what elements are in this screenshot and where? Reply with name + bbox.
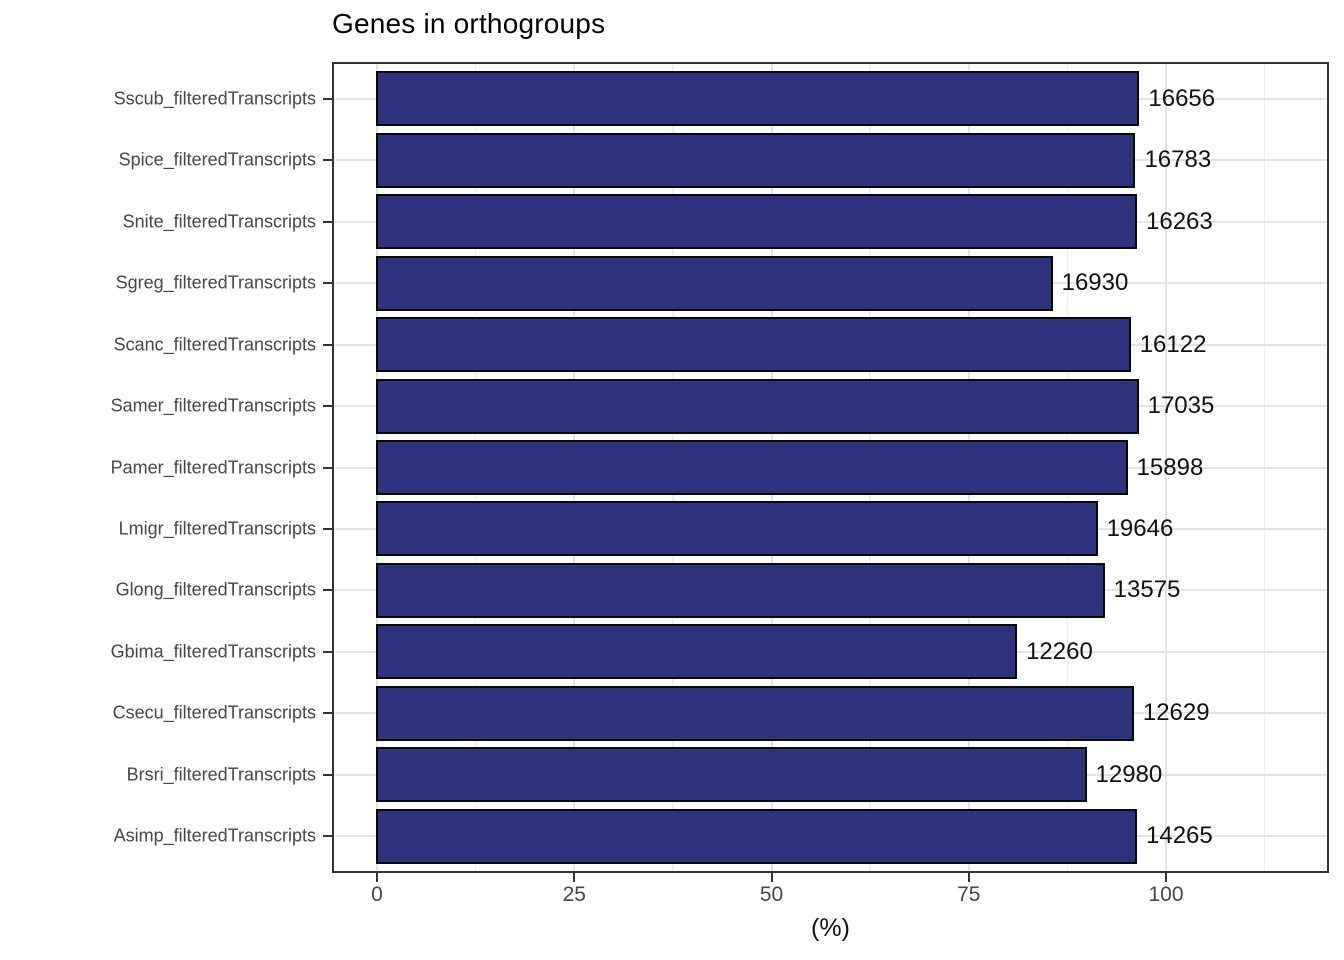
- y-axis-tick: [323, 466, 332, 469]
- bar: [376, 685, 1134, 741]
- y-axis-label: Samer_filteredTranscripts: [110, 395, 316, 416]
- y-axis-label: Snite_filteredTranscripts: [122, 211, 316, 232]
- x-axis-tick: [573, 873, 576, 882]
- y-axis-tick: [323, 159, 332, 162]
- y-axis-label: Csecu_filteredTranscripts: [112, 702, 316, 723]
- bar: [376, 501, 1098, 557]
- y-axis-label: Scanc_filteredTranscripts: [113, 334, 316, 355]
- y-axis-label: Spice_filteredTranscripts: [118, 149, 316, 170]
- bar: [376, 562, 1105, 618]
- y-axis-tick: [323, 835, 332, 838]
- x-axis-tick: [376, 873, 378, 882]
- y-axis-label: Sgreg_filteredTranscripts: [115, 272, 316, 293]
- bar: [376, 317, 1131, 373]
- bar: [376, 71, 1140, 127]
- y-axis-label: Sscub_filteredTranscripts: [113, 88, 316, 109]
- y-axis-label: Pamer_filteredTranscripts: [110, 457, 316, 477]
- y-axis-tick: [323, 97, 332, 100]
- x-tick-label: 75: [957, 883, 981, 906]
- bar: [376, 747, 1087, 803]
- bar: [376, 255, 1053, 311]
- y-axis-tick: [323, 282, 332, 285]
- chart-title: Genes in orthogroups: [332, 8, 606, 39]
- y-axis-tick: [323, 712, 332, 715]
- y-axis-label: Lmigr_filteredTranscripts: [118, 518, 316, 539]
- x-axis-title: (%): [811, 914, 850, 942]
- y-axis-label: Glong_filteredTranscripts: [115, 579, 316, 600]
- bar-value-label: 16122: [1139, 330, 1207, 358]
- x-tick-label: 100: [1148, 883, 1184, 906]
- bar: [376, 808, 1138, 864]
- bar-value-label: 17035: [1147, 392, 1215, 420]
- bar-value-label: 15898: [1136, 453, 1204, 481]
- y-axis-tick: [323, 343, 332, 346]
- bar: [376, 194, 1138, 250]
- bar-value-label: 16263: [1146, 207, 1213, 235]
- x-axis-tick: [967, 873, 970, 882]
- bar-value-label: 16783: [1144, 146, 1212, 174]
- y-axis-tick: [323, 773, 332, 776]
- y-axis-tick: [323, 589, 332, 592]
- y-axis-tick: [323, 527, 332, 530]
- bar: [376, 624, 1018, 680]
- x-tick-label: 25: [562, 883, 586, 906]
- y-axis-tick: [323, 650, 332, 653]
- bar-value-label: 16930: [1061, 269, 1129, 297]
- bar-value-label: 16656: [1148, 84, 1216, 112]
- bar-value-label: 12629: [1142, 699, 1210, 727]
- y-axis-tick: [323, 220, 332, 223]
- x-tick-label: 50: [759, 883, 784, 906]
- x-tick-label: 0: [371, 883, 383, 906]
- bar: [376, 132, 1136, 188]
- y-axis-label: Asimp_filteredTranscripts: [113, 825, 316, 846]
- bar-value-label: 12980: [1095, 760, 1163, 788]
- bar: [376, 378, 1139, 434]
- bar-value-label: 14265: [1146, 822, 1213, 850]
- x-axis-tick: [770, 873, 773, 882]
- bar-value-label: 12260: [1026, 637, 1093, 665]
- bar-value-label: 19646: [1106, 514, 1174, 542]
- bar: [376, 440, 1128, 495]
- y-axis-label: Gbima_filteredTranscripts: [110, 641, 316, 662]
- y-axis-label: Brsri_filteredTranscripts: [126, 764, 316, 785]
- plot-panel: 16656 16783 16263 16930 16122 17035 15898 19646…: [332, 62, 1329, 873]
- bar-value-label: 13575: [1113, 576, 1181, 604]
- x-axis-tick: [1165, 873, 1167, 882]
- y-axis-tick: [323, 405, 332, 408]
